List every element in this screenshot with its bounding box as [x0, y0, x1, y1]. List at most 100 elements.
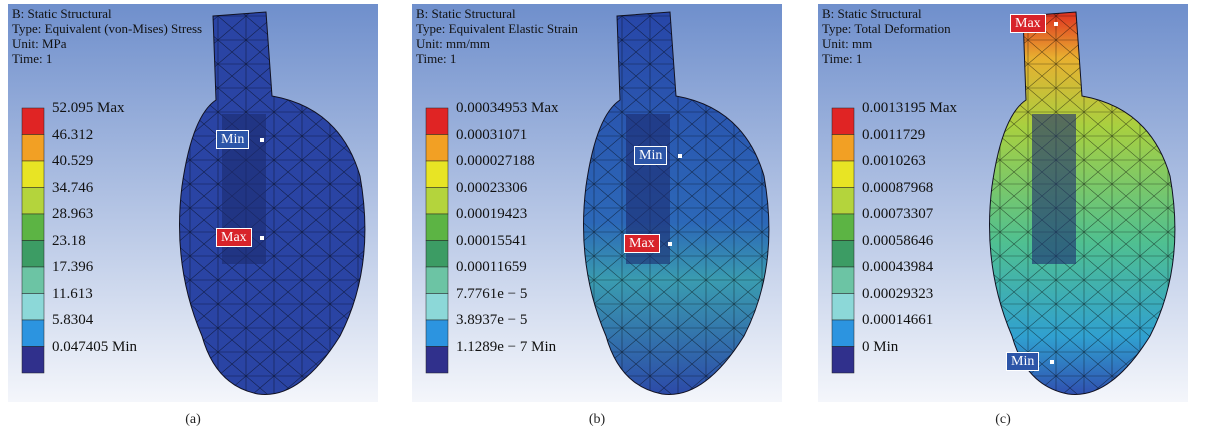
legend-label: 0.00023306 — [456, 179, 528, 196]
legend-label: 3.8937e − 5 — [456, 312, 528, 328]
legend-label: 0.00034953 Max — [456, 100, 559, 116]
legend-swatch — [21, 319, 45, 347]
legend-label: 40.529 — [52, 153, 94, 169]
probe-label: Min — [216, 130, 250, 149]
legend-swatch — [425, 160, 449, 188]
header-line: B: Static Structural — [822, 6, 922, 21]
cavity — [1032, 114, 1076, 264]
result-panel: 0.0013195 Max 0.0011729 0.0010263 0.0008796… — [818, 4, 1188, 402]
legend-label: 11.613 — [52, 285, 93, 302]
probe-label: Max — [624, 234, 660, 253]
probe-point — [260, 236, 264, 240]
legend-swatch — [21, 107, 45, 135]
legend-label: 0.00011659 — [456, 259, 527, 275]
legend-swatch — [831, 107, 855, 135]
probe-point — [678, 154, 682, 158]
legend-label: 0.047405 Min — [52, 338, 138, 355]
result-panel: 0.00034953 Max 0.00031071 0.000027188 0.000… — [412, 4, 782, 402]
header: B: Static Structural Type: Equivalent (vo… — [12, 6, 202, 66]
legend-swatch — [831, 240, 855, 268]
caption: (a) — [185, 412, 201, 427]
legend-label: 0.00043984 — [862, 259, 934, 275]
legend-swatch — [831, 319, 855, 347]
caption: (c) — [995, 412, 1011, 427]
header-line: Unit: mm/mm — [416, 36, 491, 51]
probe-label: Max — [1010, 14, 1046, 33]
probe-point — [668, 242, 672, 246]
header-line: Type: Equivalent (von-Mises) Stress — [12, 21, 203, 36]
legend-label: 0.00058646 — [862, 232, 934, 249]
legend-label: 34.746 — [52, 179, 94, 196]
legend-label: 52.095 Max — [52, 100, 125, 116]
legend-label: 0 Min — [862, 338, 899, 355]
legend-label: 1.1289e − 7 Min — [456, 338, 557, 355]
probe-label: Max — [216, 228, 252, 247]
header-line: B: Static Structural — [416, 6, 516, 21]
viewport — [8, 4, 378, 402]
legend-swatch — [21, 160, 45, 188]
legend-label: 17.396 — [52, 259, 94, 275]
header: B: Static Structural Type: Total Deformat… — [822, 6, 951, 66]
header-line: Type: Equivalent Elastic Strain — [416, 21, 578, 36]
legend-swatch — [425, 187, 449, 215]
legend-swatch — [425, 107, 449, 135]
legend-label: 0.0010263 — [862, 153, 926, 169]
viewport — [412, 4, 782, 402]
legend-label: 0.00073307 — [862, 206, 934, 222]
legend-swatch — [425, 213, 449, 241]
legend-swatch — [21, 134, 45, 162]
legend-label: 0.00029323 — [862, 285, 934, 302]
legend-swatch — [21, 346, 45, 374]
legend-swatch — [831, 266, 855, 294]
legend-swatch — [425, 266, 449, 294]
legend-swatch — [21, 266, 45, 294]
header-line: Type: Total Deformation — [822, 21, 951, 36]
header-line: B: Static Structural — [12, 6, 112, 21]
legend-label: 28.963 — [52, 206, 94, 222]
legend-swatch — [425, 240, 449, 268]
probe-label: Min — [634, 146, 668, 165]
legend-swatch — [425, 319, 449, 347]
legend-label: 0.0011729 — [862, 126, 926, 143]
legend-label: 0.00019423 — [456, 206, 528, 222]
probe-point — [260, 138, 264, 142]
legend-swatch — [21, 187, 45, 215]
header-line: Time: 1 — [12, 51, 53, 66]
legend-swatch — [831, 293, 855, 321]
legend-label: 7.7761e − 5 — [456, 285, 528, 302]
result-panel: 52.095 Max 46.312 40.529 34.746 28.963 23.18 1… — [8, 4, 378, 402]
legend-swatch — [831, 134, 855, 162]
header-line: Unit: MPa — [12, 36, 67, 51]
legend-label: 0.00015541 — [456, 232, 528, 249]
legend-label: 0.0013195 Max — [862, 100, 957, 116]
legend-swatch — [831, 213, 855, 241]
legend-label: 0.000027188 — [456, 153, 535, 169]
legend-swatch — [831, 160, 855, 188]
legend-label: 5.8304 — [52, 312, 94, 328]
legend-swatch — [831, 346, 855, 374]
viewport — [818, 4, 1188, 402]
header: B: Static Structural Type: Equivalent Ela… — [416, 6, 578, 66]
mesh — [179, 12, 365, 395]
legend-swatch — [425, 346, 449, 374]
legend-swatch — [831, 187, 855, 215]
legend-label: 0.00031071 — [456, 126, 528, 143]
legend-swatch — [21, 240, 45, 268]
header-line: Time: 1 — [822, 51, 863, 66]
legend-label: 0.00014661 — [862, 312, 934, 328]
legend-swatch — [21, 293, 45, 321]
legend-swatch — [425, 134, 449, 162]
legend-swatch — [425, 293, 449, 321]
mesh — [583, 12, 769, 395]
header-line: Time: 1 — [416, 51, 457, 66]
probe-label: Min — [1006, 352, 1040, 371]
probe-point — [1050, 360, 1054, 364]
mesh — [989, 12, 1175, 395]
legend-label: 23.18 — [52, 232, 86, 249]
legend-label: 46.312 — [52, 126, 94, 143]
header-line: Unit: mm — [822, 36, 873, 51]
probe-point — [1054, 22, 1058, 26]
legend-label: 0.00087968 — [862, 179, 934, 196]
legend-swatch — [21, 213, 45, 241]
